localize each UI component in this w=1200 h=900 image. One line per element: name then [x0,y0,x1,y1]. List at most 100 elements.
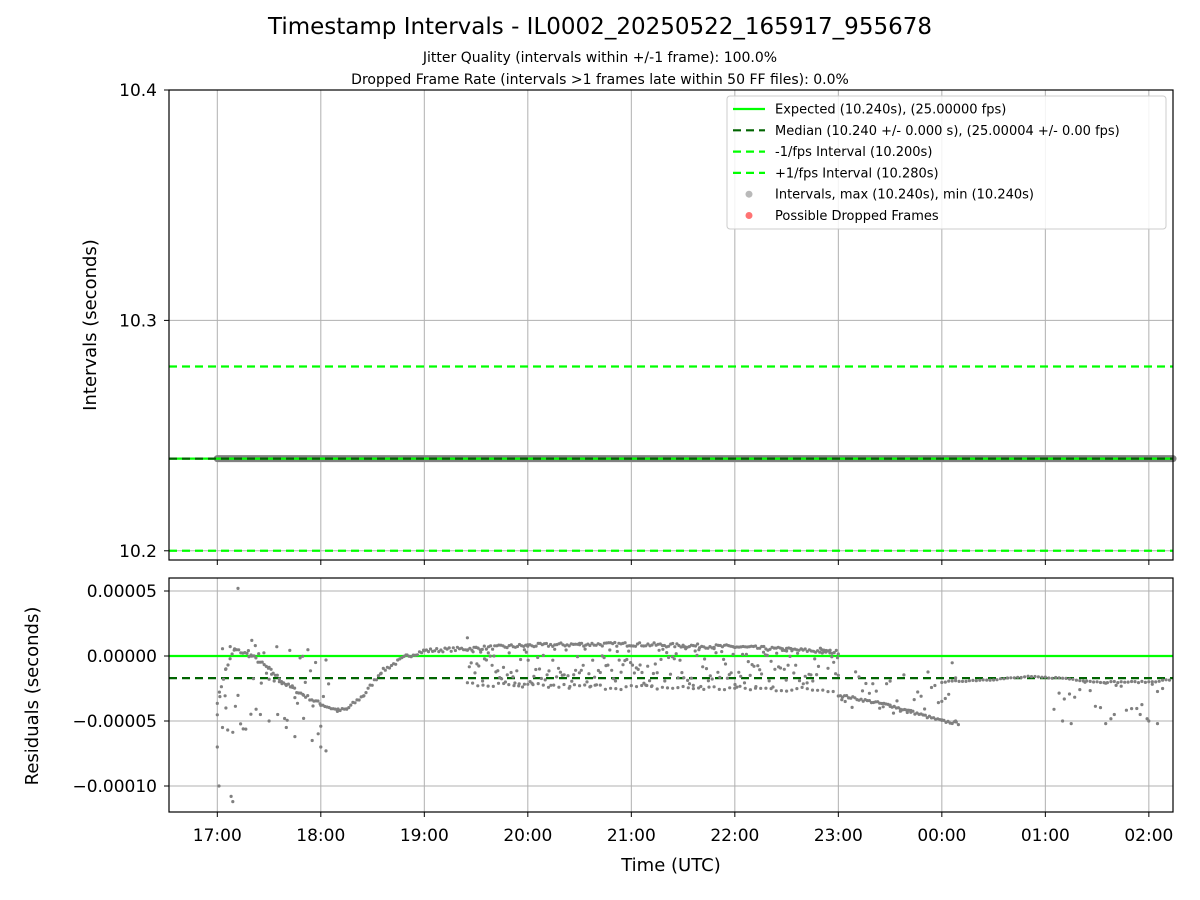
residual-cloud-point [784,678,788,682]
residual-cloud-point [231,730,235,734]
residual-cloud-point [857,675,861,679]
residual-cloud-point [267,677,271,681]
residual-outlier-point [229,794,233,799]
residual-cloud-point [257,652,261,656]
residual-trend-point [277,677,281,681]
residual-trend-point [269,667,273,671]
intervals-plot: 10.2 10.3 10.4 Intervals (seconds) Expecte… [80,81,1177,565]
x-tick-label: 01:00 [1021,826,1070,846]
residual-cloud-point [936,701,941,705]
residual-tail-point [1116,681,1120,685]
residual-trend-point [638,641,642,645]
residual-cloud-point [632,671,637,675]
residual-lower-band-point [681,684,685,689]
x-tick-label: 23:00 [814,826,863,846]
residual-cloud-point [744,652,749,657]
residual-trend-point [803,647,807,651]
residual-cloud-point [233,704,237,708]
residual-tail-point [1150,680,1154,684]
chart-subtitle-jitter: Jitter Quality (intervals within +/-1 fr… [422,50,778,66]
residual-cloud-point [492,654,496,658]
residual-cloud-point [530,681,534,685]
residual-lower-band-point [764,686,768,690]
residual-cloud-point [264,671,269,675]
residual-cloud-point [532,674,536,679]
residual-cloud-point [562,673,566,677]
residual-tail-point [1064,676,1068,681]
residual-tail-point [971,678,975,683]
residual-tail-point [1040,675,1044,679]
residual-tail-point [1140,679,1144,684]
residual-trend-point [252,654,256,658]
residual-tail-point [974,679,978,683]
residual-cloud-point [1135,706,1139,711]
residual-cloud-point [1067,692,1072,696]
residual-cloud-point [507,651,511,655]
residual-trend-point [482,644,486,648]
residual-cloud-point [805,681,809,685]
residual-lower-band-point [743,686,747,690]
residual-trend-point [515,644,520,649]
residual-trend-point [387,666,392,670]
residual-cloud-point [308,669,313,673]
residual-lower-band-point [496,681,501,685]
legend-box [726,95,1167,230]
residual-tail-point [985,678,989,682]
residual-cloud-point [220,647,225,651]
residual-drift-point [942,718,946,723]
residual-cloud-point [767,679,771,683]
residual-cloud-point [288,648,292,653]
residual-lower-band-point [686,686,690,690]
residual-lower-band-point [759,686,763,691]
residual-cloud-point [1161,686,1165,691]
residual-cloud-point [1098,706,1103,710]
residual-cloud-point [524,650,528,654]
residual-lower-band-point [702,687,706,692]
residual-trend-point [836,652,840,656]
residual-trend-point [441,650,445,654]
residual-trend-point [262,663,266,667]
residual-tail-point [950,679,954,683]
residual-lower-band-point [712,685,716,689]
residual-tail-point [947,679,951,683]
residual-lower-band-point [717,687,721,692]
residual-cloud-point [885,682,889,686]
residual-cloud-point [484,658,488,662]
residual-cloud-point [537,667,542,671]
residual-lower-band-point [640,683,644,688]
residual-cloud-point [606,663,610,667]
residual-tail-point [1123,680,1127,684]
residual-lower-band-point [614,687,618,691]
residual-cloud-point [835,656,840,660]
residual-trend-point [613,640,617,645]
residual-trend-point [364,691,368,695]
residual-tail-point [1147,680,1151,684]
residual-cloud-point [902,673,906,677]
legend: Expected (10.240s), (25.00000 fps) Median… [726,95,1167,230]
residual-drift-point [859,697,863,701]
y-tick-label: 10.4 [119,81,157,101]
residual-cloud-point [912,698,916,702]
residual-cloud-point [262,651,266,655]
residual-trend-point [435,647,439,651]
residual-cloud-point [259,681,263,685]
residual-cloud-point [553,647,557,651]
y-tick-label: 0.00005 [87,582,157,602]
residual-cloud-point [545,673,549,677]
residual-cloud-point [218,695,222,699]
residual-cloud-point [742,681,747,685]
residual-cloud-point [594,683,599,687]
residual-cloud-point [797,679,802,683]
residual-cloud-point [818,646,823,650]
residual-trend-point [264,664,268,669]
residual-tail-point [1164,678,1168,682]
residual-lower-band-point [691,687,696,691]
residual-trend-point [580,641,584,645]
residual-cloud-point [834,672,838,676]
residual-cloud-point [723,662,728,666]
residual-cloud-point [682,676,686,680]
residual-tail-point [1050,676,1054,680]
residual-outlier-point [302,716,306,721]
residual-trend-point [453,648,457,653]
residual-trend-point [673,645,677,649]
